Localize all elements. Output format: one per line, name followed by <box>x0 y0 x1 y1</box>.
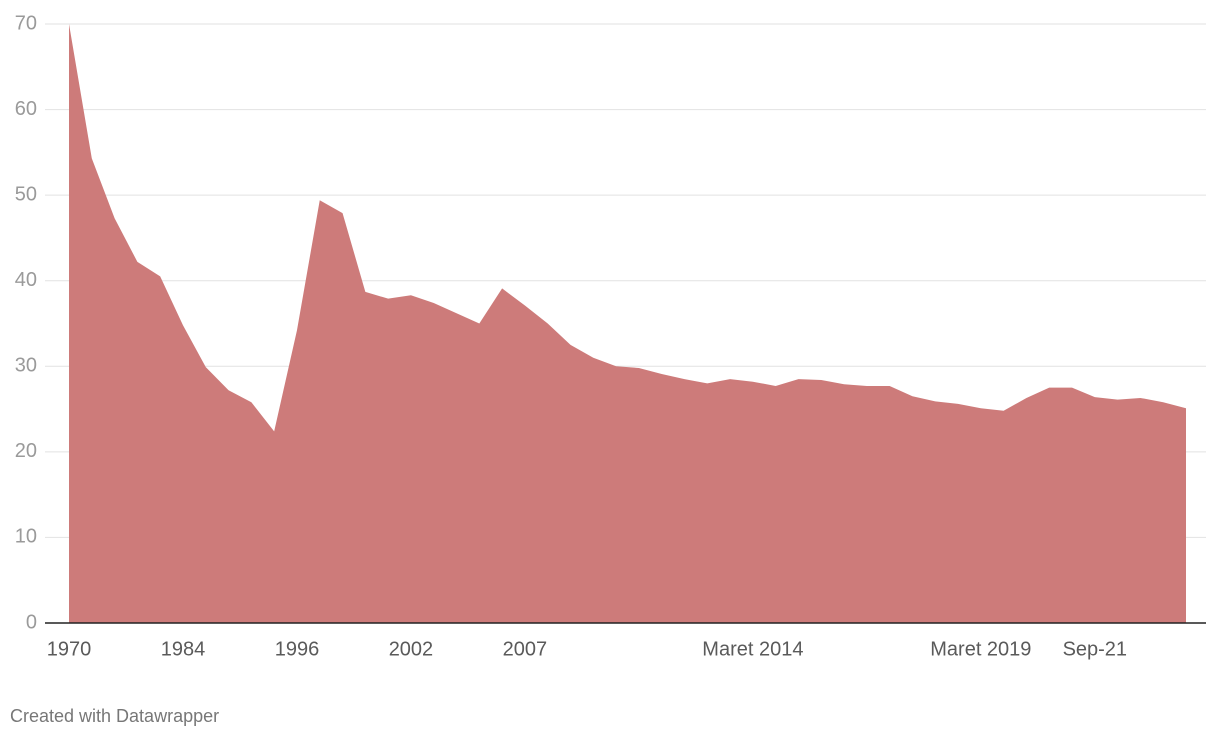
y-tick-label: 30 <box>15 355 37 377</box>
x-tick-label: 2007 <box>503 638 548 660</box>
x-tick-label: 1984 <box>161 638 206 660</box>
y-tick-label: 10 <box>15 526 37 548</box>
y-tick-label: 50 <box>15 183 37 205</box>
footer: Created with Datawrapper <box>10 706 219 726</box>
y-tick-label: 60 <box>15 98 37 120</box>
y-tick-label: 40 <box>15 269 37 291</box>
x-tick-label: Sep-21 <box>1063 638 1128 660</box>
x-tick-label: 1996 <box>275 638 320 660</box>
x-tick-label: Maret 2014 <box>702 638 803 660</box>
y-tick-label: 70 <box>15 12 37 34</box>
area <box>69 24 1186 623</box>
x-tick-label: Maret 2019 <box>930 638 1031 660</box>
y-tick-label: 20 <box>15 440 37 462</box>
y-tick-label: 0 <box>26 611 37 633</box>
x-tick-label: 1970 <box>47 638 92 660</box>
x-tick-label: 2002 <box>389 638 434 660</box>
plot: 1970 1984 1996 2002 2007 Maret 2014 Maret 2019… <box>45 24 1206 660</box>
